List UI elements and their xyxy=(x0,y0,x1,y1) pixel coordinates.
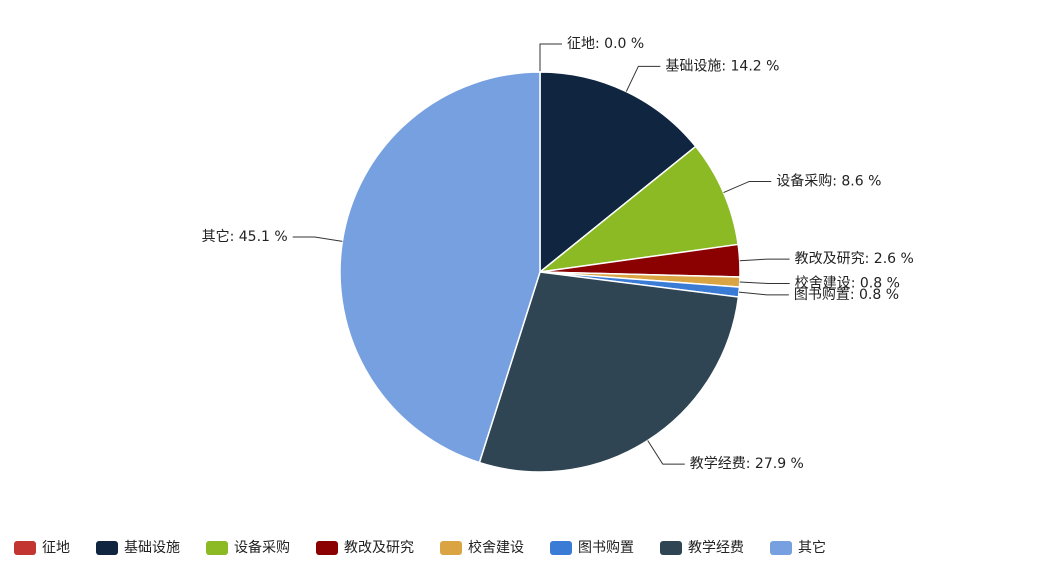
data-label: 图书购置: 0.8 % xyxy=(794,287,899,303)
legend-label[interactable]: 征地 xyxy=(42,540,70,556)
data-label: 设备采购: 8.6 % xyxy=(776,172,881,189)
data-label: 教改及研究: 2.6 % xyxy=(795,251,914,267)
pie-slice xyxy=(339,71,541,464)
leader-line xyxy=(647,440,685,465)
leader-line xyxy=(738,291,789,296)
pie-slice xyxy=(537,145,739,274)
legend-swatch[interactable] xyxy=(660,541,682,555)
data-label: 校舍建设: 0.8 % xyxy=(795,274,900,291)
leader-line xyxy=(739,281,790,284)
legend-label[interactable]: 基础设施 xyxy=(124,539,180,556)
legend-label[interactable]: 校舍建设 xyxy=(468,539,524,556)
leader-line xyxy=(539,43,562,72)
legend-label[interactable]: 教学经费 xyxy=(688,540,744,556)
legend-swatch[interactable] xyxy=(440,541,462,555)
legend-label[interactable]: 图书购置 xyxy=(578,540,634,556)
legend-label[interactable]: 设备采购 xyxy=(234,539,290,556)
legend-label[interactable]: 其它 xyxy=(798,539,826,556)
data-label: 教学经费: 27.9 % xyxy=(690,456,804,472)
legend-swatch[interactable] xyxy=(770,541,792,555)
data-label: 其它: 45.1 % xyxy=(202,228,288,245)
legend-swatch[interactable] xyxy=(206,541,228,555)
pie-slice xyxy=(539,71,697,274)
legend-label[interactable]: 教改及研究 xyxy=(344,540,414,556)
legend-swatch[interactable] xyxy=(316,541,338,555)
legend-swatch[interactable] xyxy=(96,541,118,555)
legend-swatch[interactable] xyxy=(14,541,36,555)
legend-swatch[interactable] xyxy=(550,541,572,555)
leader-line xyxy=(625,65,661,92)
leader-line xyxy=(739,258,790,262)
leader-line xyxy=(292,236,343,242)
leader-line xyxy=(723,180,772,194)
data-label: 基础设施: 14.2 % xyxy=(665,57,779,74)
data-label: 征地: 0.0 % xyxy=(567,36,644,52)
